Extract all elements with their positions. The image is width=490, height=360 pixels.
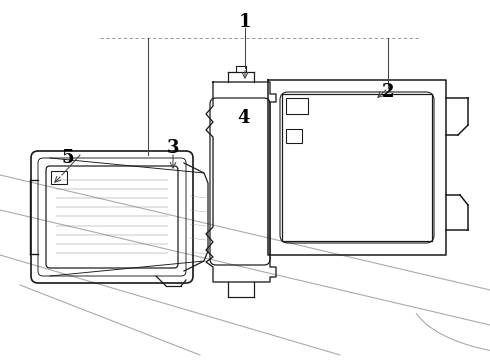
Text: 4: 4 (237, 109, 249, 127)
Text: 3: 3 (167, 139, 179, 157)
Text: 1: 1 (239, 13, 251, 31)
Text: 2: 2 (382, 83, 394, 101)
Bar (286, 129, 302, 143)
Text: 5: 5 (62, 149, 74, 167)
Bar (286, 98, 308, 114)
Bar (51, 171, 67, 184)
